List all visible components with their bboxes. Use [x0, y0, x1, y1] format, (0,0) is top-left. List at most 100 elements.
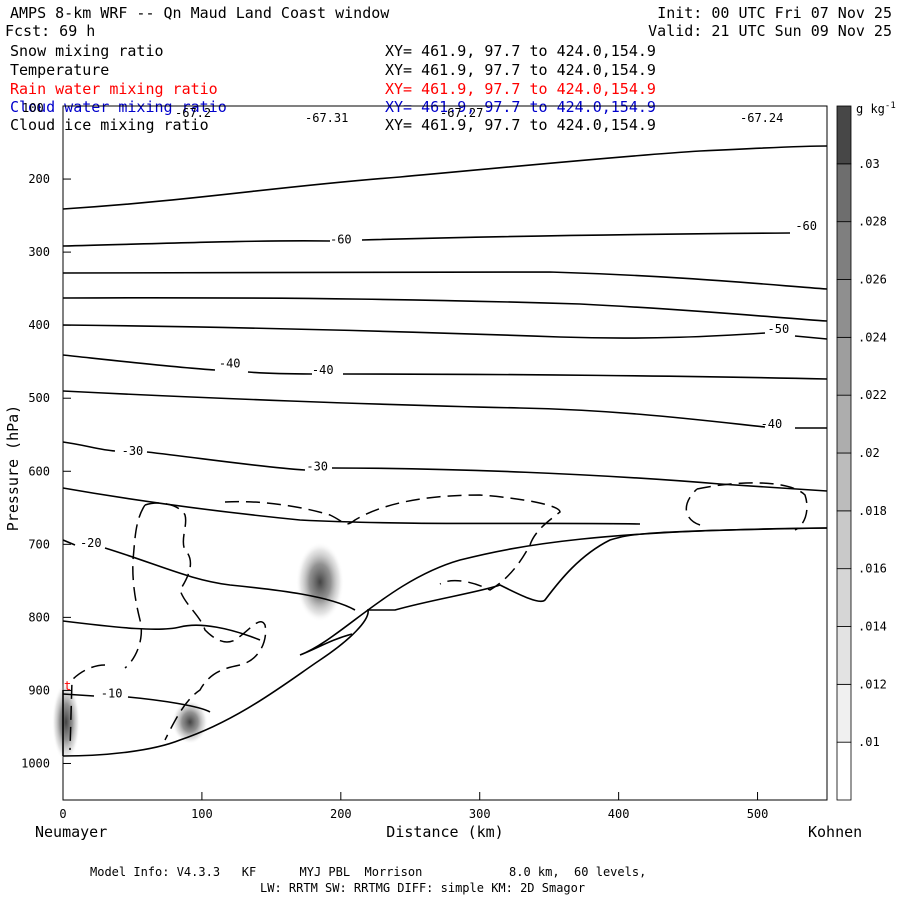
- model-info-physics: LW: RRTM SW: RRTMG DIFF: simple KM: 2D S…: [260, 881, 585, 895]
- field-name: Temperature: [10, 61, 109, 79]
- colorbar-swatch: [836, 568, 852, 627]
- temperature-contours: [62, 145, 828, 757]
- snow-mixing-surface: [52, 682, 80, 762]
- colorbar-tick-label: .01: [858, 735, 880, 749]
- temperature-contour-label: -40: [219, 357, 241, 371]
- rain-marker: t: [64, 679, 71, 693]
- temperature-contour: [62, 354, 828, 380]
- x-axis: 0 100 200 300 400 500: [59, 792, 768, 821]
- y-tick-label: 1000: [21, 756, 50, 770]
- temperature-contour-label: -30: [306, 460, 328, 474]
- temperature-contour: [62, 487, 641, 525]
- colorbar-tick-label: .018: [858, 504, 887, 518]
- forecast-hour: Fcst: 69 h: [5, 22, 95, 40]
- top-value-label: -67.27: [440, 106, 483, 120]
- temperature-contour: [62, 324, 828, 340]
- x-tick-label: 300: [469, 807, 491, 821]
- x-tick-label: 100: [191, 807, 213, 821]
- cloud-ice-contour: [685, 482, 808, 531]
- cloud-ice-contour: [144, 502, 267, 741]
- x-axis-title: Distance (km): [386, 823, 503, 841]
- contour-labels: -60 -60 -50 -40 -40 -40 -30 -30 -20 -10: [80, 219, 817, 701]
- x-tick-label: 0: [59, 807, 66, 821]
- x-start-label: Neumayer: [35, 823, 107, 841]
- colorbar-swatch: [836, 336, 852, 396]
- colorbar-tick-label: .012: [858, 677, 887, 691]
- valid-time: Valid: 21 UTC Sun 09 Nov 25: [648, 22, 892, 40]
- x-tick-label: 500: [747, 807, 769, 821]
- colorbar-tick-label: .026: [858, 273, 887, 287]
- temperature-contour-label: -50: [768, 322, 790, 336]
- temperature-contour: [62, 620, 261, 641]
- temperature-contour: [299, 527, 828, 656]
- y-axis-title: Pressure (hPa): [4, 405, 22, 531]
- field-xy: XY= 461.9, 97.7 to 424.0,154.9: [385, 116, 656, 134]
- colorbar-tick-label: .028: [858, 215, 887, 229]
- temperature-contour: [62, 232, 791, 247]
- field-name: Snow mixing ratio: [10, 42, 164, 60]
- temperature-contour-label: -40: [761, 417, 783, 431]
- colorbar-swatch: [836, 279, 852, 338]
- colorbar-tick-label: .024: [858, 330, 887, 344]
- field-name: Rain water mixing ratio: [10, 80, 218, 98]
- top-value-label: -67.2: [175, 106, 211, 120]
- temperature-contour: [62, 539, 356, 611]
- temperature-contour-label: -40: [312, 363, 334, 377]
- y-tick-label: 200: [28, 172, 50, 186]
- temperature-contour-label: -60: [330, 232, 352, 246]
- terrain-surface: [62, 527, 828, 757]
- temperature-contour: [62, 441, 828, 492]
- model-info: Model Info: V4.3.3 KF MYJ PBL Morrison 8…: [90, 865, 646, 879]
- x-end-label: Kohnen: [808, 823, 862, 841]
- snow-mixing-maximum: [296, 542, 344, 622]
- colorbar-tick-label: .03: [858, 157, 880, 171]
- top-value-label: -67.31: [305, 111, 348, 125]
- y-tick-label: 300: [28, 245, 50, 259]
- colorbar-swatch: [836, 683, 852, 743]
- plot-frame: [62, 105, 828, 801]
- cloud-ice-contours: [69, 482, 808, 751]
- temperature-contour: [62, 297, 828, 322]
- colorbar-swatch: [836, 626, 852, 685]
- field-xy: XY= 461.9, 97.7 to 424.0,154.9: [385, 61, 656, 79]
- temperature-contour-label: -10: [101, 687, 123, 701]
- field-xy: XY= 461.9, 97.7 to 424.0,154.9: [385, 80, 656, 98]
- field-name: Cloud ice mixing ratio: [10, 116, 209, 134]
- colorbar-swatch: [836, 452, 852, 512]
- colorbar-swatch: [836, 510, 852, 570]
- colorbar-tick-label: .022: [858, 388, 887, 402]
- chart-title: AMPS 8-km WRF -- Qn Maud Land Coast wind…: [10, 4, 390, 22]
- field-xy: XY= 461.9, 97.7 to 424.0,154.9: [385, 98, 656, 116]
- y-tick-label: 900: [28, 683, 50, 697]
- temperature-contour-label: -20: [80, 536, 102, 550]
- colorbar-swatch: [836, 221, 852, 280]
- cloud-ice-contour: [224, 494, 561, 591]
- x-tick-label: 200: [330, 807, 352, 821]
- y-tick-label: 100: [22, 101, 44, 115]
- colorbar-tick-label: .014: [858, 620, 887, 634]
- colorbar-swatch: [836, 741, 852, 801]
- field-xy: XY= 461.9, 97.7 to 424.0,154.9: [385, 42, 656, 60]
- init-time: Init: 00 UTC Fri 07 Nov 25: [657, 4, 892, 22]
- colorbar-tick-label: .016: [858, 562, 887, 576]
- colorbar-swatch: [836, 394, 852, 454]
- colorbar-unit: g kg-1: [856, 101, 896, 116]
- x-tick-label: 400: [608, 807, 630, 821]
- temperature-contour: [62, 693, 211, 713]
- y-tick-label: 700: [28, 537, 50, 551]
- cloud-ice-contour: [69, 504, 146, 751]
- colorbar-swatch: [836, 105, 852, 165]
- y-tick-label: 400: [28, 318, 50, 332]
- y-axis: 200 300 400 500 600 700 800 900 1000: [21, 172, 71, 770]
- temperature-contour-label: -60: [795, 219, 817, 233]
- temperature-contour: [62, 271, 828, 290]
- colorbar: .01 .012 .014 .016 .018 .02 .022 .024 .026 .028 .0…: [836, 105, 887, 801]
- temperature-contour: [62, 390, 827, 429]
- top-value-label: -67.24: [740, 111, 783, 125]
- colorbar-swatch: [836, 163, 852, 223]
- y-tick-label: 600: [28, 464, 50, 478]
- field-name: Cloud water mixing ratio: [10, 98, 227, 116]
- temperature-contour-label: -30: [122, 444, 144, 458]
- colorbar-tick-label: .02: [858, 446, 880, 460]
